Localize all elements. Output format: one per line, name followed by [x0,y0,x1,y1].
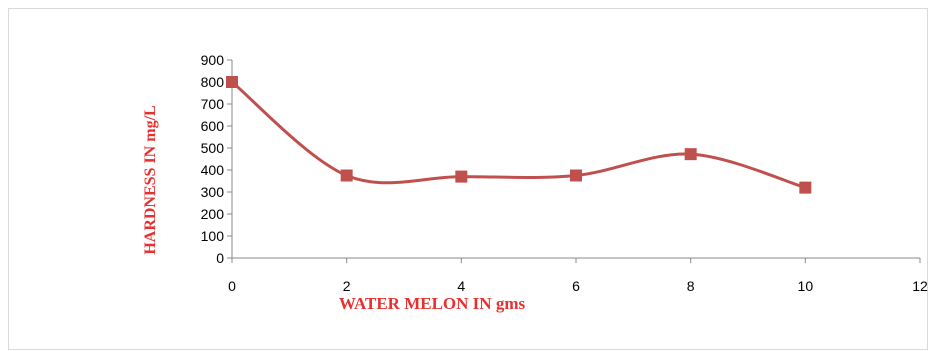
y-tick-label: 700 [201,96,225,112]
y-axis-title: HARDNESS IN mg/L [142,105,159,254]
data-point [226,76,238,88]
data-point [570,169,582,182]
x-tick-label: 8 [687,278,695,294]
x-tick-label: 6 [572,278,580,294]
y-tick-label: 100 [201,228,225,244]
x-tick-label: 0 [228,278,236,294]
x-tick-label: 10 [798,278,814,294]
x-tick-label: 12 [912,278,928,294]
chart-frame [8,8,928,350]
x-axis-title: WATER MELON IN gms [339,294,526,313]
x-tick-label: 2 [343,278,351,294]
data-point [455,170,468,183]
y-tick-label: 900 [201,52,225,68]
x-axis-ticks: 0 2 4 6 8 10 12 [228,258,928,294]
y-tick-label: 200 [201,206,225,222]
y-tick-label: 300 [201,184,225,200]
y-axis-ticks: 0 100 200 300 400 500 600 700 800 900 [201,52,232,266]
y-tick-label: 800 [201,74,225,90]
y-tick-label: 0 [216,250,224,266]
y-tick-label: 400 [201,162,225,178]
series-markers [226,76,812,194]
series-line [231,80,806,190]
x-tick-label: 4 [457,278,465,294]
data-point [340,169,353,182]
y-tick-label: 500 [201,140,225,156]
data-point [684,148,697,161]
y-tick-label: 600 [201,118,225,134]
data-point [799,181,812,194]
